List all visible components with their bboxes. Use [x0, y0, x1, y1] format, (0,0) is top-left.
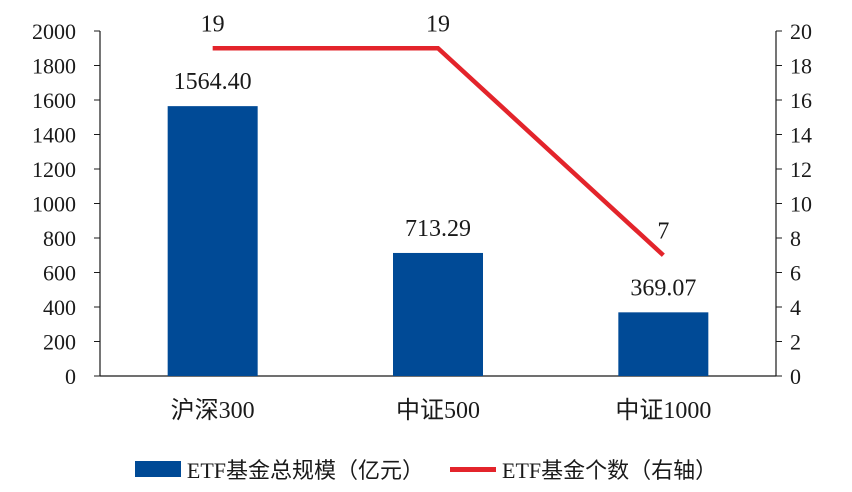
- chart-area: 0 200 400 600 800 1000 1200 1400 1600 1800 2000 0 2…: [32, 11, 812, 424]
- bar: [618, 312, 709, 376]
- bar-data-labels: 1564.40 713.29 369.07: [174, 69, 697, 301]
- left-tick-label: 1400: [32, 123, 76, 148]
- category-labels: 沪深300 中证500 中证1000: [171, 397, 712, 424]
- line-path: [212, 46, 665, 257]
- right-axis-ticks: 0 2 4 6 8 10 12 14 16 18 20: [776, 19, 812, 389]
- legend-swatch-line: [450, 466, 496, 472]
- legend: ETF基金总规模（亿元） ETF基金个数（右轴）: [0, 449, 852, 489]
- legend-swatch-bar: [134, 461, 181, 477]
- legend-item-bar: ETF基金总规模（亿元）: [134, 453, 424, 485]
- right-tick-label: 6: [790, 261, 801, 286]
- right-tick-label: 14: [790, 123, 812, 148]
- right-tick-label: 16: [790, 88, 812, 113]
- left-tick-label: 1800: [32, 54, 76, 79]
- right-tick-label: 4: [790, 295, 801, 320]
- left-tick-label: 400: [43, 295, 76, 320]
- right-tick-label: 2: [790, 330, 801, 355]
- category-label: 中证500: [396, 397, 480, 424]
- left-tick-label: 1200: [32, 157, 76, 182]
- line-data-label: 7: [657, 218, 669, 244]
- right-tick-label: 8: [790, 226, 801, 251]
- line-data-label: 19: [426, 11, 450, 37]
- left-tick-label: 2000: [32, 19, 76, 44]
- bar: [393, 252, 483, 376]
- right-tick-label: 0: [790, 364, 801, 389]
- left-axis-ticks: 0 200 400 600 800 1000 1200 1400 1600 1800 2000: [32, 19, 100, 389]
- right-tick-label: 10: [790, 192, 812, 217]
- left-tick-label: 800: [43, 226, 76, 251]
- left-tick-label: 1600: [32, 88, 76, 113]
- category-label: 沪深300: [171, 397, 255, 424]
- left-tick-label: 600: [43, 261, 76, 286]
- bar-series: [167, 106, 709, 377]
- legend-item-line: ETF基金个数（右轴）: [450, 453, 717, 485]
- line-data-labels: 19 19 7: [201, 11, 670, 244]
- line-series: [212, 46, 665, 257]
- bar-data-label: 1564.40: [174, 69, 252, 95]
- legend-label-line: ETF基金个数（右轴）: [502, 458, 718, 483]
- right-tick-label: 18: [790, 54, 812, 79]
- line-data-label: 19: [201, 11, 225, 37]
- bar-data-label: 713.29: [405, 216, 471, 242]
- bar-data-label: 369.07: [630, 275, 696, 301]
- left-tick-label: 200: [43, 330, 76, 355]
- bar: [167, 106, 258, 377]
- right-tick-label: 20: [790, 19, 812, 44]
- left-tick-label: 1000: [32, 192, 76, 217]
- category-label: 中证1000: [615, 397, 711, 424]
- right-tick-label: 12: [790, 157, 812, 182]
- legend-label-bar: ETF基金总规模（亿元）: [186, 458, 424, 483]
- left-tick-label: 0: [65, 364, 76, 389]
